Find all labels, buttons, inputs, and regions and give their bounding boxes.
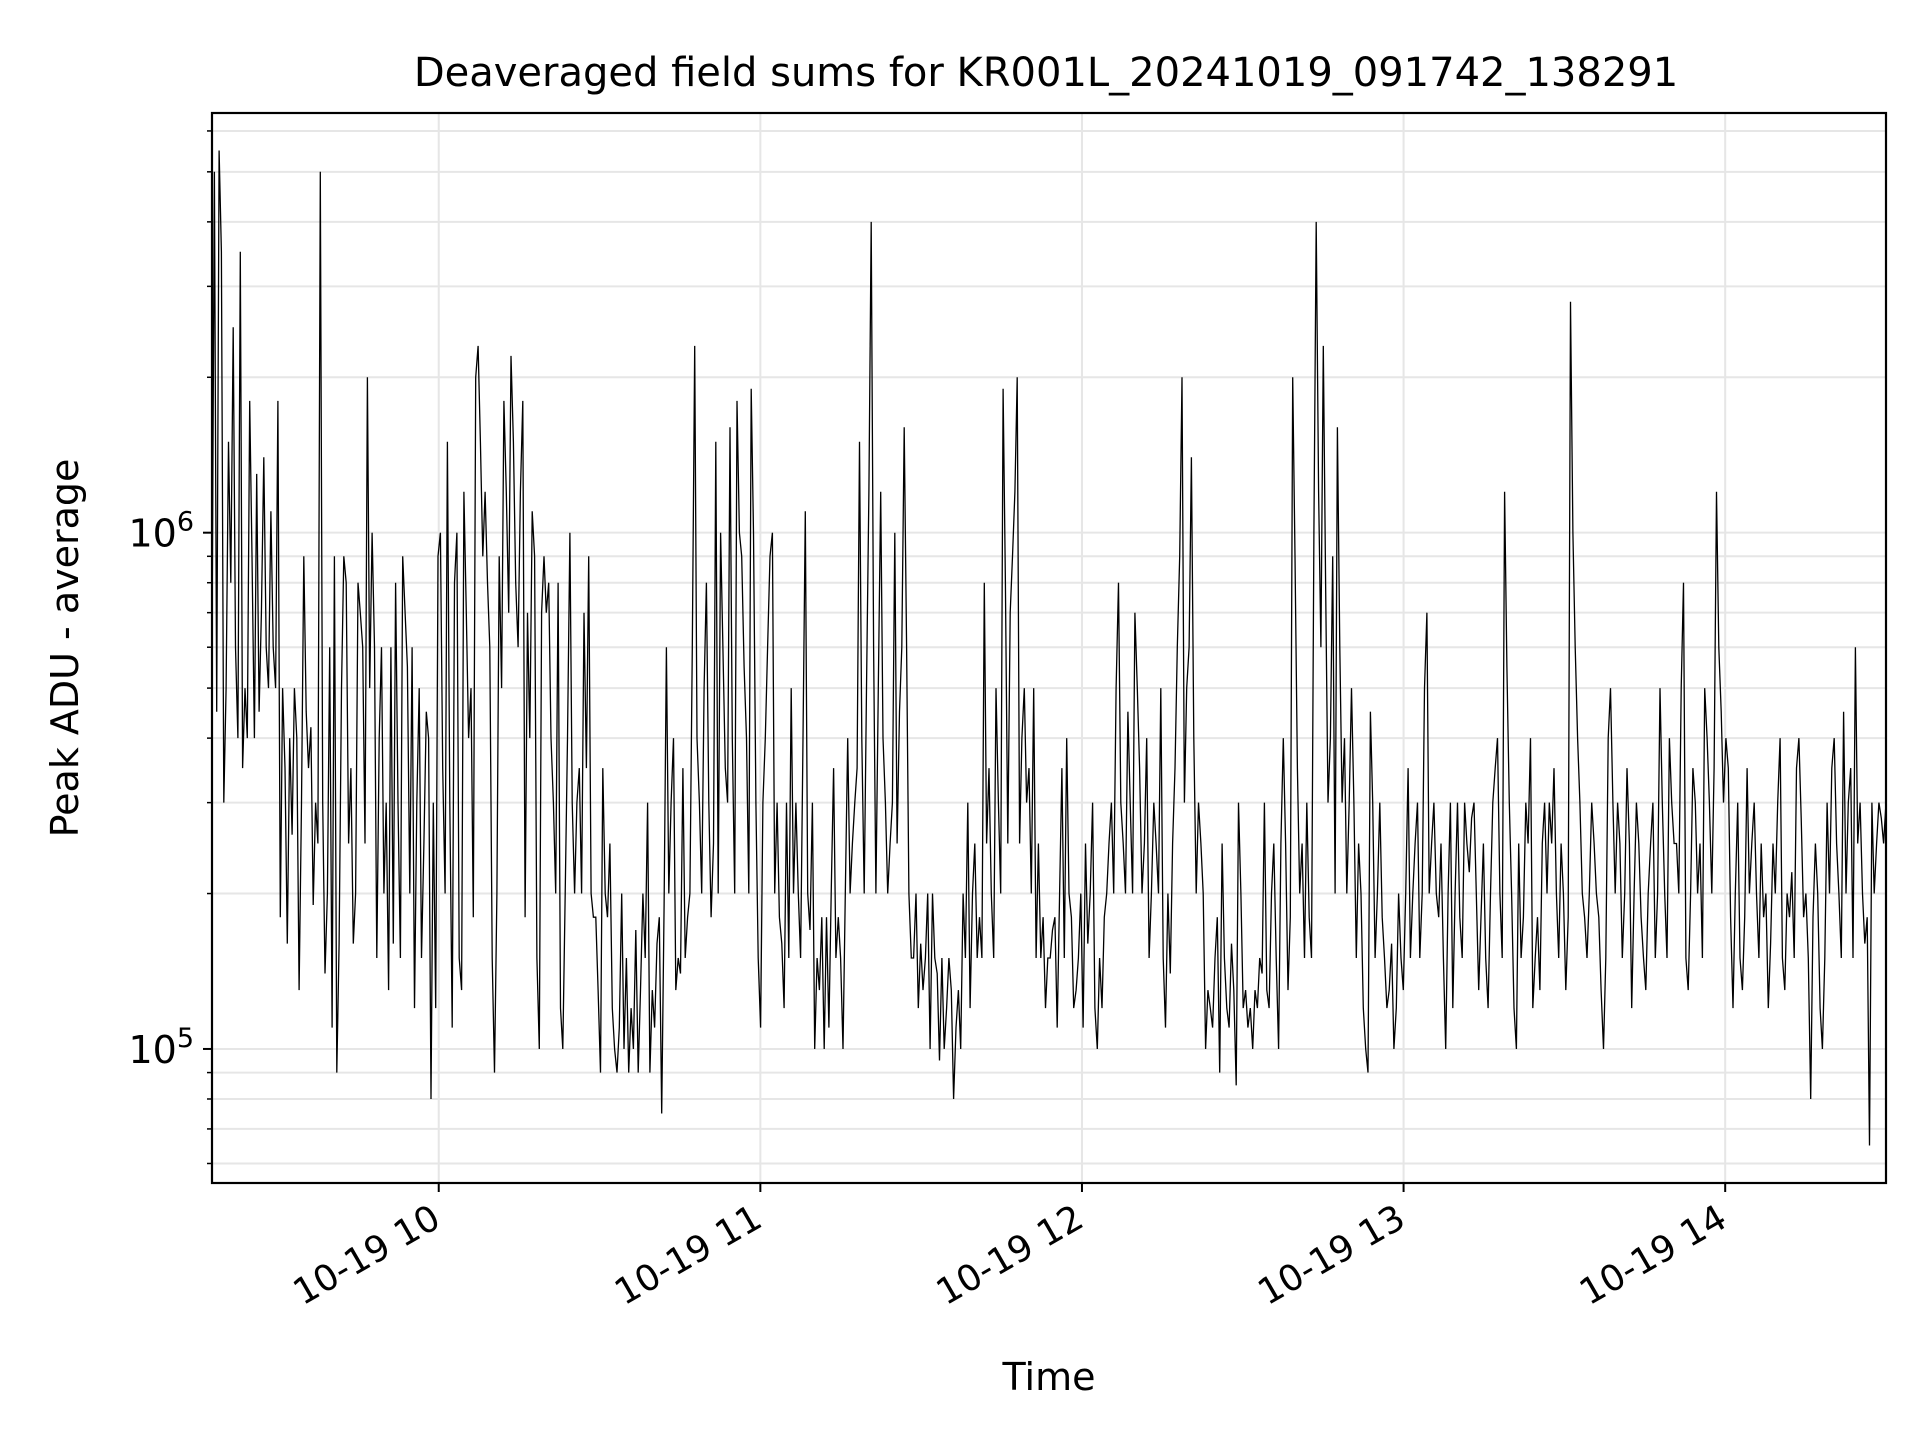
y-tick-exponent: 6 <box>177 507 194 538</box>
x-axis-label: Time <box>1002 1355 1096 1399</box>
y-tick-label: 105 <box>128 1023 194 1072</box>
y-tick-base: 10 <box>128 1028 176 1072</box>
y-tick-label: 106 <box>128 507 194 556</box>
y-axis-label: Peak ADU - average <box>43 459 87 838</box>
y-tick-base: 10 <box>128 512 176 556</box>
plot-frame <box>210 111 1888 1185</box>
chart-title: Deaveraged field sums for KR001L_2024101… <box>414 50 1678 96</box>
series-layer <box>211 150 1887 1146</box>
grid <box>212 113 1886 1183</box>
series-line <box>211 150 1887 1146</box>
y-tick-exponent: 5 <box>177 1023 194 1054</box>
